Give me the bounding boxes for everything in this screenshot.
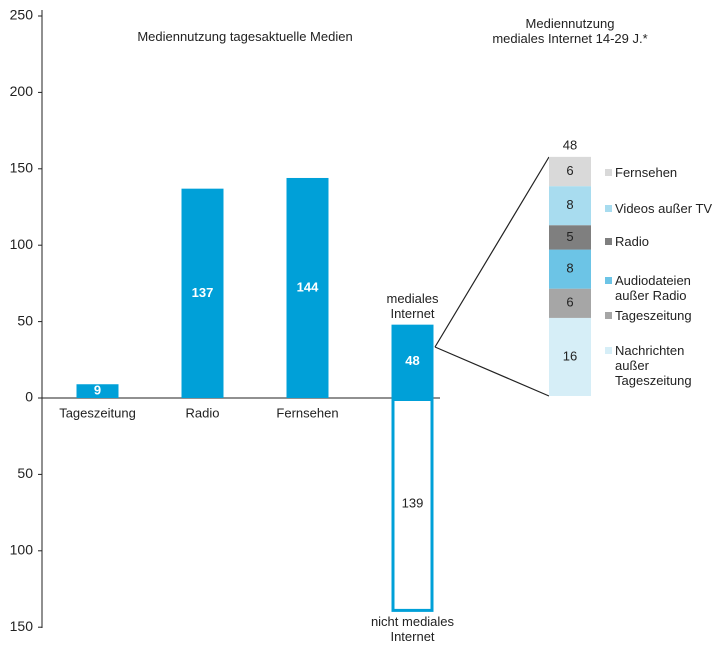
- y-tick-label: 100: [10, 542, 34, 558]
- legend-swatch: [605, 347, 612, 354]
- legend-swatch: [605, 312, 612, 319]
- y-tick-label: 150: [10, 160, 34, 176]
- value-label: 6: [566, 295, 573, 310]
- value-label: 48: [405, 353, 419, 368]
- bar-segment: [549, 249, 591, 289]
- bar-segment: [549, 186, 591, 226]
- connector: [434, 156, 550, 348]
- bar-segment: [549, 317, 591, 396]
- x-tick-label: Tageszeitung: [59, 405, 136, 420]
- legend-label: Videos außer TV: [615, 201, 713, 216]
- legend-label: Fernsehen: [615, 165, 678, 180]
- y-tick-label: 150: [10, 618, 34, 634]
- bar-segment: [549, 225, 591, 250]
- bar-segment: [549, 156, 591, 187]
- bar: [391, 324, 434, 398]
- chart-title: Mediennutzung mediales Internet 14-29 J.…: [492, 16, 648, 46]
- legend-swatch: [605, 238, 612, 245]
- value-label: 8: [566, 261, 573, 276]
- total-label: 48: [563, 137, 577, 152]
- x-tick-label: Fernsehen: [276, 405, 338, 420]
- value-label: 137: [192, 285, 214, 300]
- y-tick-label: 100: [10, 236, 34, 252]
- chart-title: Mediennutzung tagesaktuelle Medien: [137, 29, 353, 44]
- y-tick-label: 0: [25, 389, 33, 405]
- legend-label: Tageszeitung: [615, 308, 692, 323]
- value-label: 6: [566, 163, 573, 178]
- value-label: 5: [566, 229, 573, 244]
- legend-label: Radio: [615, 234, 649, 249]
- connector: [434, 346, 550, 397]
- y-tick-label: 250: [10, 7, 34, 23]
- y-tick-label: 50: [17, 465, 33, 481]
- x-tick-label: Radio: [186, 405, 220, 420]
- bar: [286, 177, 329, 398]
- value-label: 139: [402, 496, 424, 511]
- bar: [181, 188, 224, 398]
- annotation: nicht mediales Internet: [370, 614, 455, 645]
- value-label: 16: [563, 348, 577, 363]
- legend-label: Audiodateien außer Radio: [615, 273, 691, 303]
- legend-label: Nachrichten außer Tageszeitung: [615, 343, 692, 388]
- bar: [76, 384, 119, 398]
- bar: [391, 398, 434, 612]
- y-tick-label: 50: [17, 312, 33, 328]
- y-tick-label: 200: [10, 83, 34, 99]
- value-label: 144: [297, 279, 319, 294]
- value-label: 8: [566, 197, 573, 212]
- legend-swatch: [605, 169, 612, 176]
- value-label: 9: [94, 383, 101, 398]
- legend-swatch: [605, 205, 612, 212]
- annotation: mediales Internet: [386, 290, 439, 321]
- legend-swatch: [605, 277, 612, 284]
- bar-segment: [549, 288, 591, 318]
